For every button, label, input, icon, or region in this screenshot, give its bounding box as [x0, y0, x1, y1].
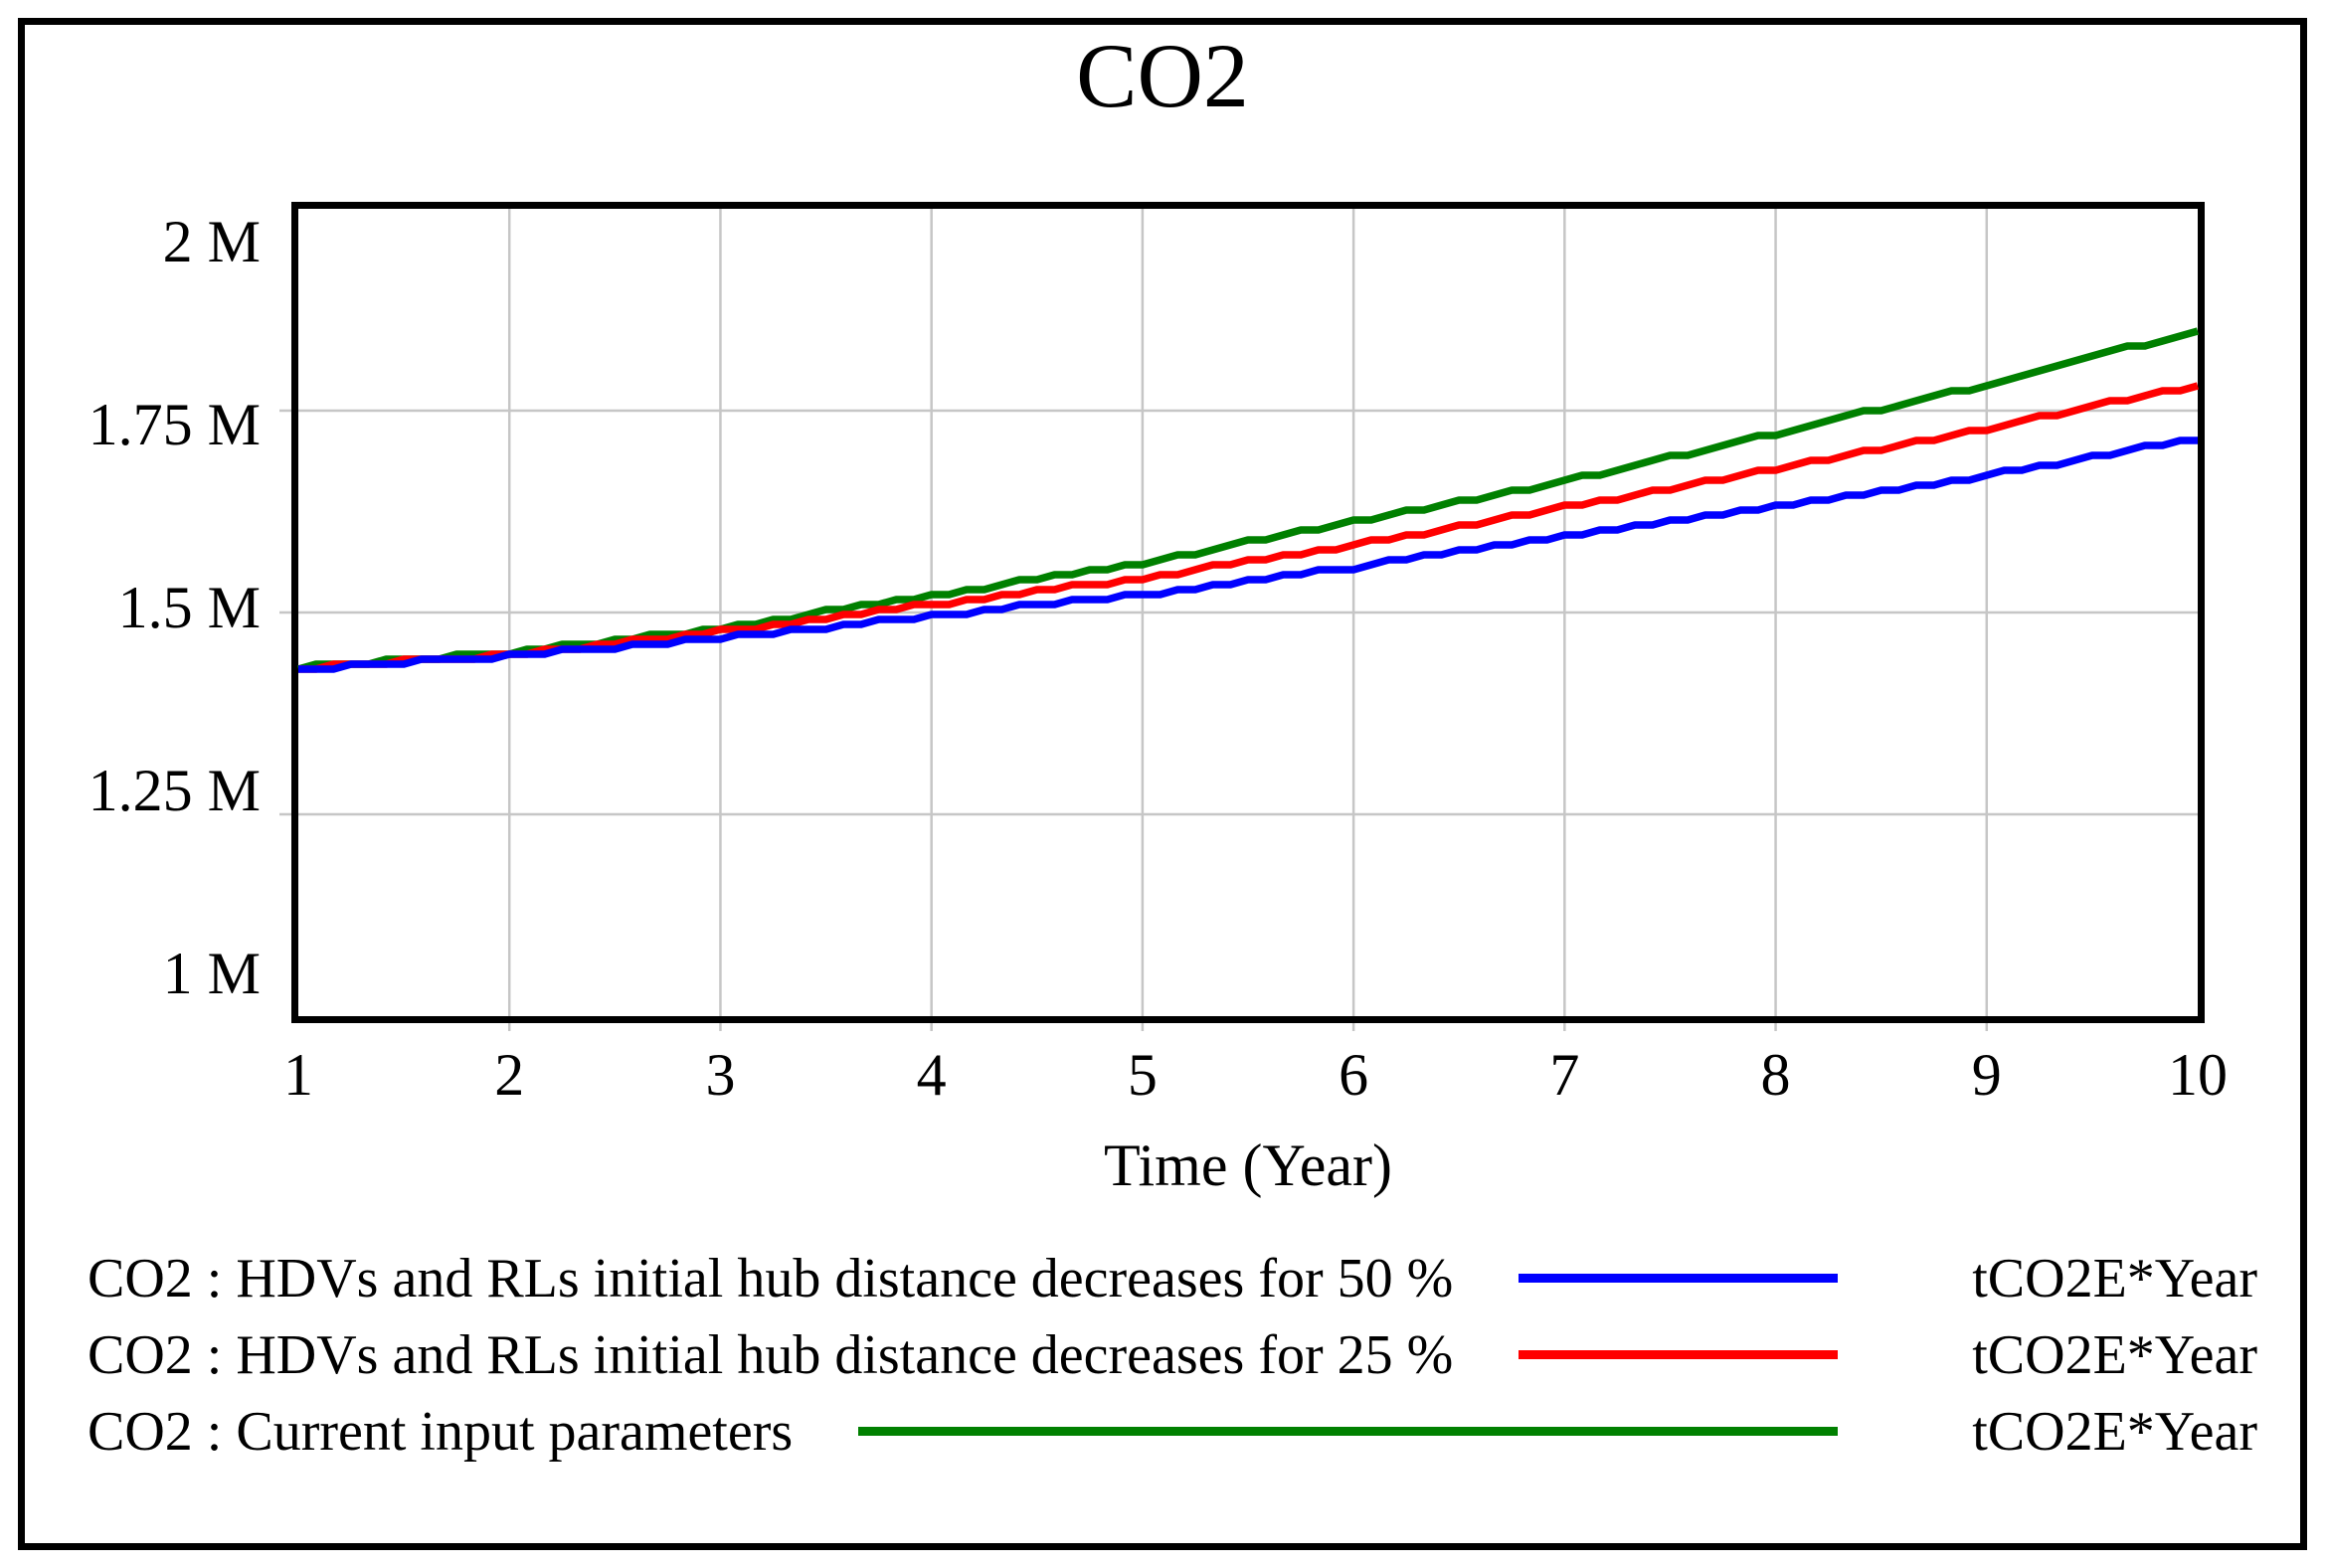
x-tick-label: 4 — [916, 1042, 947, 1108]
plot-area — [279, 202, 2205, 1031]
x-axis-title: Time (Year) — [1103, 1132, 1393, 1198]
x-tick-label: 1 — [283, 1042, 313, 1108]
legend-label: CO2 : HDVs and RLs initial hub distance … — [88, 1323, 1454, 1386]
legend-unit: tCO2E*Year — [1972, 1323, 2257, 1386]
legend-label: CO2 : HDVs and RLs initial hub distance … — [88, 1247, 1454, 1309]
x-tick-label: 5 — [1127, 1042, 1158, 1108]
legend-unit: tCO2E*Year — [1972, 1247, 2257, 1309]
chart-title: CO2 — [1076, 25, 1249, 126]
plot-border — [291, 202, 2205, 1023]
legend-row: CO2 : Current input parameters tCO2E*Year — [88, 1393, 2257, 1470]
x-tick-label: 10 — [2168, 1042, 2228, 1108]
y-tick-label: 1.25 M — [88, 758, 261, 823]
legend-label: CO2 : Current input parameters — [88, 1400, 794, 1463]
chart-legend: CO2 : HDVs and RLs initial hub distance … — [88, 1240, 2257, 1470]
legend-row: CO2 : HDVs and RLs initial hub distance … — [88, 1240, 2257, 1316]
x-tick-label: 8 — [1760, 1042, 1791, 1108]
x-tick-label: 3 — [705, 1042, 736, 1108]
series-line-2 — [296, 327, 2200, 673]
y-tick-label: 1.75 M — [88, 392, 261, 457]
legend-unit: tCO2E*Year — [1972, 1400, 2257, 1463]
line-chart-canvas — [279, 202, 2205, 1031]
x-tick-label: 2 — [494, 1042, 525, 1108]
legend-line-swatch — [858, 1427, 1838, 1436]
legend-row: CO2 : HDVs and RLs initial hub distance … — [88, 1316, 2257, 1393]
y-tick-label: 2 M — [162, 209, 261, 274]
outer-frame — [18, 18, 2307, 1550]
legend-line-swatch — [1519, 1274, 1838, 1283]
legend-line-swatch — [1519, 1350, 1838, 1359]
series-line-1 — [298, 382, 2200, 673]
x-tick-label: 7 — [1549, 1042, 1580, 1108]
series-line-0 — [298, 436, 2198, 673]
x-tick-label: 9 — [1971, 1042, 2002, 1108]
y-tick-label: 1 M — [162, 941, 261, 1006]
x-tick-label: 6 — [1339, 1042, 1369, 1108]
y-tick-label: 1.5 M — [117, 575, 261, 640]
